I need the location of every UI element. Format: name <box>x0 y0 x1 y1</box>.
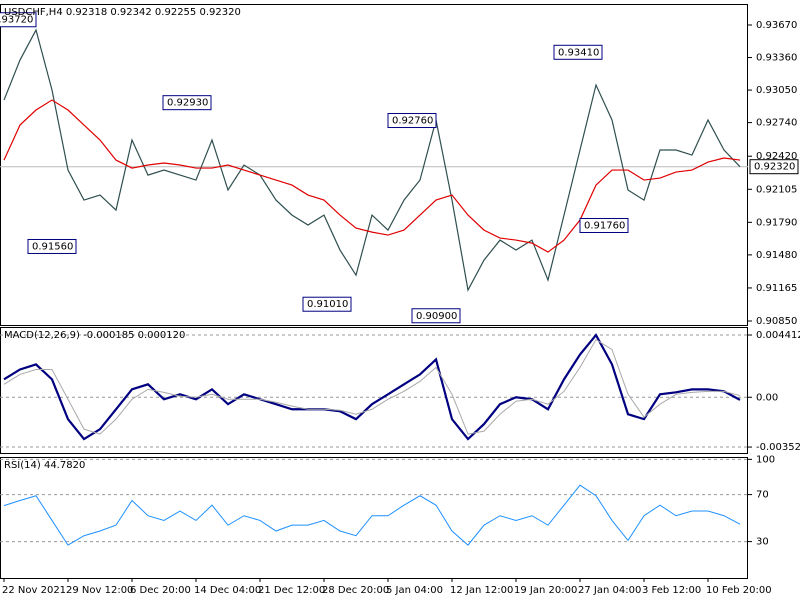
y-tick-label: 0.004412 <box>756 330 800 341</box>
annotation-label: 0.91010 <box>307 299 348 310</box>
x-tick-label: 19 Jan 20:00 <box>514 585 577 596</box>
annotation-label: 0.90900 <box>416 311 457 322</box>
panel-frame <box>0 457 748 579</box>
x-tick-label: 28 Dec 20:00 <box>322 585 389 596</box>
series-line <box>3 333 741 441</box>
panel-title: USDCHF,H4 0.92318 0.92342 0.92255 0.9232… <box>4 7 241 18</box>
y-tick-label: 70 <box>756 490 769 501</box>
y-tick-label: 0.93050 <box>756 85 797 96</box>
series-line <box>3 484 741 546</box>
annotation-box <box>411 308 461 324</box>
y-tick-label: 0.92420 <box>756 151 797 162</box>
annotation-box <box>387 113 437 129</box>
y-tick-label: 0.92740 <box>756 118 797 129</box>
x-tick-label: 22 Nov 2021 <box>2 585 66 596</box>
annotation-box <box>0 12 37 28</box>
annotation-label: 0.93720 <box>0 15 33 26</box>
annotation-label: 0.92930 <box>167 98 208 109</box>
panel-title: RSI(14) 44.7820 <box>4 460 85 471</box>
y-tick-label: 30 <box>756 537 769 548</box>
panel-frame <box>0 4 748 326</box>
x-tick-label: 14 Dec 04:00 <box>194 585 261 596</box>
x-tick-label: 3 Feb 12:00 <box>642 585 701 596</box>
last-price-label: 0.92320 <box>754 162 795 173</box>
y-tick-label: 0.91480 <box>756 250 797 261</box>
y-tick-label: 0.92105 <box>756 184 797 195</box>
y-tick-label: 0.93360 <box>756 53 797 64</box>
y-tick-label: 0.91790 <box>756 217 797 228</box>
x-tick-label: 12 Jan 12:00 <box>450 585 513 596</box>
annotation-label: 0.91560 <box>32 241 73 252</box>
annotation-box <box>162 95 212 111</box>
x-tick-label: 6 Dec 20:00 <box>130 585 191 596</box>
annotation-box <box>553 44 603 60</box>
last-price-box <box>749 159 799 175</box>
y-tick-label: 0.91165 <box>756 283 797 294</box>
annotation-box <box>27 238 77 254</box>
panel-frame <box>0 327 748 454</box>
series-line <box>3 99 741 253</box>
x-tick-label: 5 Jan 04:00 <box>386 585 443 596</box>
x-tick-label: 27 Jan 04:00 <box>578 585 641 596</box>
series-line <box>3 338 741 435</box>
x-tick-label: 10 Feb 20:00 <box>706 585 772 596</box>
panel-title: MACD(12,26,9) -0.000185 0.000120 <box>4 330 185 341</box>
y-tick-label: 0.93670 <box>756 20 797 31</box>
y-tick-label: 0.90850 <box>756 316 797 327</box>
x-tick-label: 21 Dec 12:00 <box>258 585 325 596</box>
y-tick-label: 100 <box>756 454 775 465</box>
y-tick-label: 0.00 <box>756 392 778 403</box>
annotation-label: 0.91760 <box>584 220 625 231</box>
y-tick-label: -0.003528 <box>756 442 800 453</box>
series-line <box>3 28 741 292</box>
annotation-label: 0.92760 <box>392 116 433 127</box>
annotation-label: 0.93410 <box>558 47 599 58</box>
x-tick-label: 29 Nov 12:00 <box>66 585 133 596</box>
annotation-box <box>579 217 629 233</box>
annotation-box <box>302 296 352 312</box>
